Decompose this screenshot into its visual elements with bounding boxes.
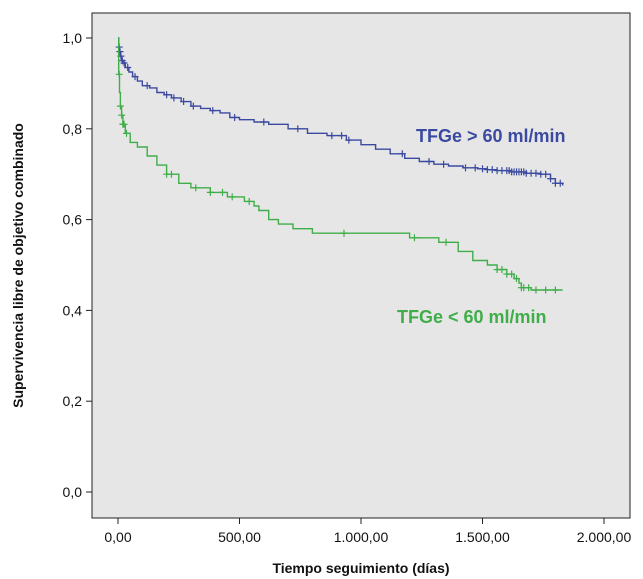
censor-mark bbox=[116, 102, 124, 110]
censor-mark bbox=[340, 229, 348, 237]
censor-mark bbox=[189, 102, 197, 110]
censor-mark bbox=[116, 48, 124, 56]
x-tick-label: 500,00 bbox=[218, 529, 261, 545]
censor-mark bbox=[513, 275, 521, 283]
censor-mark bbox=[551, 286, 559, 294]
censor-mark bbox=[525, 284, 533, 292]
x-tick-label: 2.000,00 bbox=[577, 529, 632, 545]
censor-mark bbox=[167, 170, 175, 178]
x-tick-label: 0,00 bbox=[104, 529, 131, 545]
x-tick-label: 1.500,00 bbox=[455, 529, 510, 545]
series-label-tfge-below-60: TFGe < 60 ml/min bbox=[397, 307, 547, 327]
censor-mark bbox=[508, 270, 516, 278]
censor-mark bbox=[131, 73, 139, 81]
censor-mark bbox=[345, 136, 353, 144]
censor-mark bbox=[425, 157, 433, 165]
y-axis: 0,0 0,2 0,4 0,6 0,8 1,0 bbox=[63, 30, 92, 500]
series-label-tfge-above-60: TFGe > 60 ml/min bbox=[416, 126, 566, 146]
censor-mark bbox=[547, 175, 555, 183]
censor-mark bbox=[556, 179, 564, 187]
censor-mark bbox=[410, 234, 418, 242]
censor-mark bbox=[143, 82, 151, 90]
censor-mark bbox=[532, 286, 540, 294]
censor-mark bbox=[294, 125, 302, 133]
y-tick-label: 0,2 bbox=[63, 393, 83, 409]
censor-mark bbox=[398, 150, 406, 158]
censor-mark bbox=[260, 118, 268, 126]
censor-mark bbox=[170, 94, 178, 102]
censor-mark bbox=[180, 98, 188, 106]
censor-mark bbox=[440, 160, 448, 168]
censor-mark bbox=[479, 165, 486, 173]
censor-mark bbox=[120, 120, 128, 128]
censor-mark bbox=[115, 70, 123, 78]
censor-mark bbox=[192, 184, 200, 192]
plot-area bbox=[91, 12, 631, 519]
censor-mark bbox=[245, 197, 253, 205]
censor-mark bbox=[542, 286, 550, 294]
censor-mark bbox=[163, 91, 171, 99]
y-tick-label: 1,0 bbox=[63, 30, 83, 46]
censor-mark bbox=[124, 64, 132, 72]
x-axis-title: Tiempo seguimiento (días) bbox=[272, 560, 449, 576]
censor-mark bbox=[532, 169, 540, 177]
censor-mark bbox=[206, 188, 214, 196]
censor-mark bbox=[228, 193, 236, 201]
censor-mark bbox=[488, 166, 496, 174]
censor-mark bbox=[209, 107, 217, 115]
y-tick-label: 0,4 bbox=[63, 302, 83, 318]
censor-mark bbox=[328, 132, 336, 140]
y-tick-label: 0,8 bbox=[63, 121, 83, 137]
y-tick-label: 0,0 bbox=[63, 484, 83, 500]
y-tick-label: 0,6 bbox=[63, 212, 83, 228]
censor-mark bbox=[231, 113, 239, 121]
censor-mark bbox=[461, 164, 469, 172]
censor-mark bbox=[542, 170, 550, 178]
censor-mark bbox=[338, 132, 346, 140]
x-tick-label: 1.000,00 bbox=[334, 529, 389, 545]
censor-mark bbox=[498, 266, 506, 274]
censor-mark bbox=[120, 59, 128, 67]
censor-mark bbox=[218, 188, 226, 196]
censor-mark bbox=[118, 111, 126, 119]
censor-mark bbox=[471, 164, 479, 172]
x-axis: 0,00 500,00 1.000,00 1.500,00 2.000,00 bbox=[104, 518, 631, 545]
y-axis-title: Supervivencia libre de objetivo combinad… bbox=[10, 123, 26, 408]
censor-mark bbox=[123, 129, 131, 137]
censor-mark bbox=[442, 238, 450, 246]
series-layer bbox=[115, 37, 564, 294]
